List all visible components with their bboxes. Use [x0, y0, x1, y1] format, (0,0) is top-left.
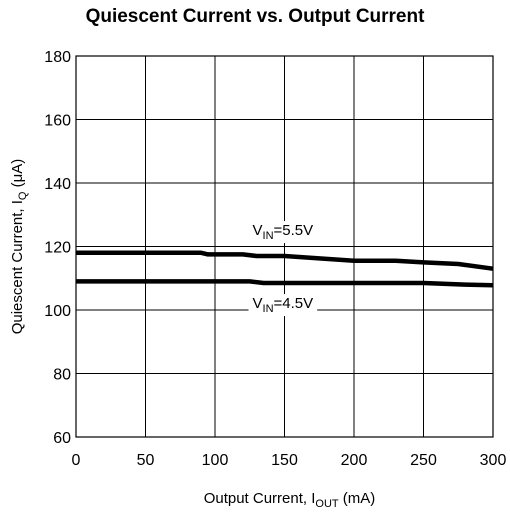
y-tick-label: 60 — [53, 430, 71, 447]
series-layer — [76, 250, 494, 288]
label-v: V — [253, 295, 263, 312]
x-axis-label: Output Current, IOUT (mA) — [204, 490, 376, 510]
series-label-vin-4.5v: VIN=4.5V — [248, 294, 318, 317]
x-tick-label: 200 — [341, 452, 368, 469]
x-axis-label-main: Output Current, I — [204, 490, 316, 507]
plot-frame — [75, 55, 494, 438]
y-tick-label: 100 — [44, 303, 71, 320]
series-line-0 — [76, 250, 494, 271]
svg-text:VIN=4.5V: VIN=4.5V — [253, 295, 314, 315]
y-axis-label-sub: Q — [17, 191, 29, 200]
tick-labels: 0 50 100 150 200 250 300 60 80 100 120 140 160 180 — [44, 49, 506, 469]
y-axis-label-unit: (μA) — [9, 159, 26, 192]
label-sub: IN — [263, 230, 274, 242]
grid-lines — [76, 56, 493, 437]
y-axis-label: Quiescent Current, IQ (μA) — [9, 159, 29, 335]
label-v: V — [253, 222, 263, 239]
x-tick-label: 0 — [72, 452, 81, 469]
label-sub: IN — [263, 303, 274, 315]
x-axis-label-unit: (mA) — [339, 490, 376, 507]
x-tick-label: 50 — [137, 452, 155, 469]
x-axis-label-sub: OUT — [315, 498, 339, 510]
y-tick-label: 140 — [44, 176, 71, 193]
x-tick-label: 250 — [410, 452, 437, 469]
series-line-1 — [76, 279, 494, 288]
label-rest: =4.5V — [274, 295, 314, 312]
series-label-vin-5.5v: VIN=5.5V — [248, 221, 318, 244]
y-axis-label-main: Quiescent Current, I — [9, 200, 26, 334]
y-tick-label: 180 — [44, 49, 71, 66]
y-tick-label: 80 — [53, 367, 71, 384]
svg-text:VIN=5.5V: VIN=5.5V — [253, 222, 314, 242]
x-tick-label: 150 — [271, 452, 298, 469]
x-tick-label: 300 — [480, 452, 507, 469]
y-tick-label: 160 — [44, 113, 71, 130]
x-tick-label: 100 — [202, 452, 229, 469]
y-tick-label: 120 — [44, 240, 71, 257]
chart-title: Quiescent Current vs. Output Current — [85, 6, 425, 27]
label-rest: =5.5V — [274, 222, 314, 239]
